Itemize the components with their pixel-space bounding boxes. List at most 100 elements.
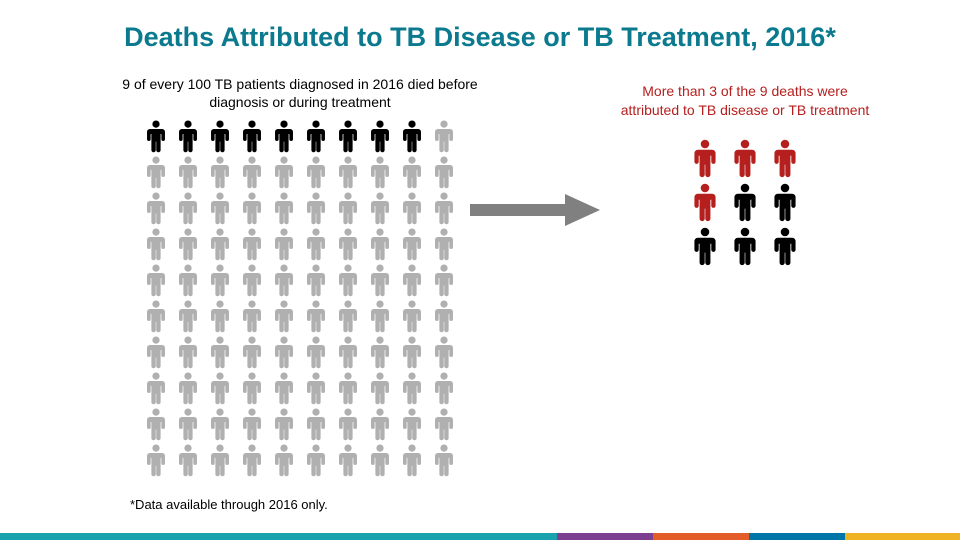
- footer-segment: [557, 533, 653, 540]
- person-icon: [269, 119, 299, 153]
- person-icon: [429, 155, 459, 189]
- person-icon: [767, 226, 803, 266]
- person-icon: [365, 299, 395, 333]
- pictogram-100-grid: [120, 119, 480, 477]
- person-icon: [173, 155, 203, 189]
- footer-segment: [0, 533, 557, 540]
- person-icon: [237, 227, 267, 261]
- person-icon: [429, 263, 459, 297]
- person-icon: [429, 407, 459, 441]
- person-icon: [397, 299, 427, 333]
- person-icon: [205, 191, 235, 225]
- person-icon: [173, 263, 203, 297]
- person-icon: [301, 371, 331, 405]
- person-icon: [365, 335, 395, 369]
- person-icon: [365, 119, 395, 153]
- pictogram-9-grid: [620, 138, 870, 266]
- person-icon: [333, 299, 363, 333]
- person-icon: [429, 191, 459, 225]
- person-icon: [333, 407, 363, 441]
- person-icon: [269, 263, 299, 297]
- page-title: Deaths Attributed to TB Disease or TB Tr…: [40, 22, 920, 53]
- person-icon: [237, 191, 267, 225]
- person-icon: [767, 138, 803, 178]
- person-icon: [301, 299, 331, 333]
- footer-segment: [749, 533, 845, 540]
- person-icon: [141, 335, 171, 369]
- person-icon: [237, 407, 267, 441]
- footer-accent-bar: [0, 533, 960, 540]
- person-icon: [205, 371, 235, 405]
- person-icon: [205, 443, 235, 477]
- person-icon: [301, 119, 331, 153]
- person-icon: [429, 335, 459, 369]
- person-icon: [141, 227, 171, 261]
- person-icon: [687, 138, 723, 178]
- person-icon: [727, 226, 763, 266]
- person-icon: [269, 227, 299, 261]
- person-icon: [205, 119, 235, 153]
- person-icon: [269, 371, 299, 405]
- person-icon: [269, 191, 299, 225]
- person-icon: [333, 191, 363, 225]
- right-panel: More than 3 of the 9 deaths were attribu…: [620, 82, 870, 266]
- person-icon: [205, 299, 235, 333]
- footnote: *Data available through 2016 only.: [130, 497, 328, 512]
- person-icon: [237, 299, 267, 333]
- person-icon: [301, 335, 331, 369]
- person-icon: [301, 155, 331, 189]
- person-icon: [237, 119, 267, 153]
- person-icon: [333, 263, 363, 297]
- person-icon: [301, 227, 331, 261]
- person-icon: [269, 155, 299, 189]
- person-icon: [269, 335, 299, 369]
- left-caption: 9 of every 100 TB patients diagnosed in …: [120, 76, 480, 111]
- person-icon: [365, 227, 395, 261]
- arrow-icon: [470, 190, 600, 230]
- right-caption: More than 3 of the 9 deaths were attribu…: [620, 82, 870, 120]
- person-icon: [205, 335, 235, 369]
- person-icon: [333, 371, 363, 405]
- person-icon: [141, 299, 171, 333]
- person-icon: [141, 371, 171, 405]
- person-icon: [301, 191, 331, 225]
- person-icon: [365, 155, 395, 189]
- person-icon: [727, 182, 763, 222]
- person-icon: [141, 191, 171, 225]
- person-icon: [429, 119, 459, 153]
- person-icon: [173, 335, 203, 369]
- person-icon: [141, 263, 171, 297]
- person-icon: [397, 407, 427, 441]
- person-icon: [269, 407, 299, 441]
- person-icon: [269, 443, 299, 477]
- person-icon: [397, 119, 427, 153]
- person-icon: [397, 371, 427, 405]
- person-icon: [173, 119, 203, 153]
- person-icon: [173, 299, 203, 333]
- person-icon: [173, 407, 203, 441]
- person-icon: [365, 371, 395, 405]
- person-icon: [173, 227, 203, 261]
- person-icon: [429, 443, 459, 477]
- person-icon: [237, 335, 267, 369]
- person-icon: [333, 155, 363, 189]
- person-icon: [429, 371, 459, 405]
- person-icon: [205, 407, 235, 441]
- person-icon: [141, 407, 171, 441]
- person-icon: [687, 182, 723, 222]
- person-icon: [397, 335, 427, 369]
- person-icon: [397, 263, 427, 297]
- person-icon: [727, 138, 763, 178]
- person-icon: [237, 443, 267, 477]
- person-icon: [173, 443, 203, 477]
- person-icon: [429, 299, 459, 333]
- person-icon: [269, 299, 299, 333]
- footer-segment: [845, 533, 960, 540]
- person-icon: [333, 335, 363, 369]
- person-icon: [237, 155, 267, 189]
- person-icon: [365, 263, 395, 297]
- person-icon: [301, 407, 331, 441]
- footer-segment: [653, 533, 749, 540]
- person-icon: [397, 443, 427, 477]
- person-icon: [365, 407, 395, 441]
